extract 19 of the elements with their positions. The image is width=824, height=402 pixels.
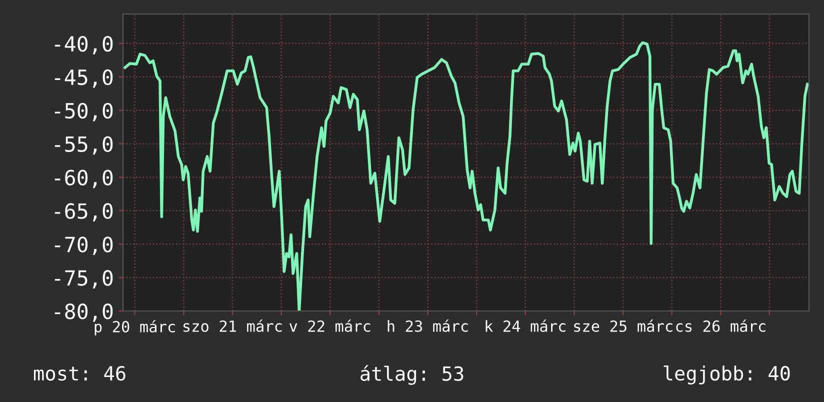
x-tick-label: cs 26 márc [676,320,766,332]
x-tick-label: szo 21 márc [183,320,282,332]
text: legjobb: 40 [664,365,790,385]
y-tick-label: -75,0 [54,270,113,288]
y-tick-label: -60,0 [54,170,113,188]
text: most: 46 [34,366,126,381]
y-tick-label: -70,0 [54,236,113,255]
text: átlag: 53 [360,365,464,385]
y-tick-label: -55,0 [54,136,113,155]
x-tick-label: sze 25 márc [574,320,672,332]
x-tick-label: h 23 márc [388,320,468,332]
y-tick-label: -50,0 [54,102,113,122]
y-tick-label: -45,0 [54,69,113,88]
x-tick-label: p 20 márc [94,320,175,336]
y-tick-label: -80,0 [54,304,113,322]
y-tick-label: -40,0 [54,36,113,54]
y-tick-label: -65,0 [54,203,113,222]
x-tick-label: v 22 márc [289,320,370,332]
x-tick-label: k 24 márc [486,320,566,332]
